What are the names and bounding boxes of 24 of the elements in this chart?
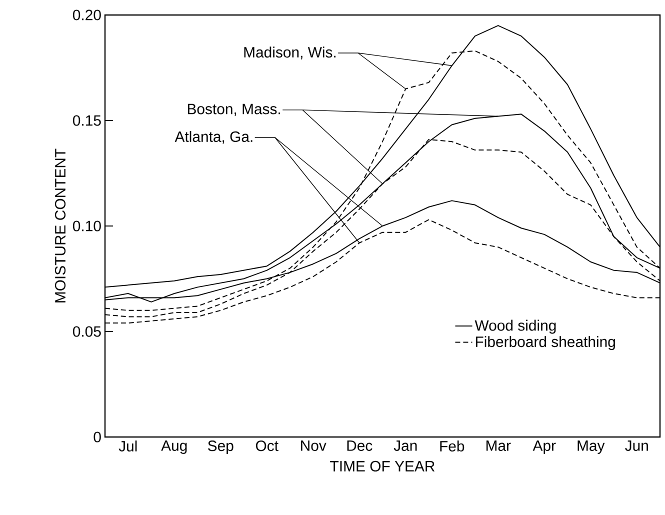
x-tick-label: Oct: [256, 440, 278, 452]
x-tick-label: Dec: [347, 440, 372, 451]
y-tick-label: 0.15: [72, 115, 101, 126]
x-tick-label: Mar: [486, 440, 511, 451]
x-tick-label: Feb: [440, 440, 464, 452]
x-tick-label: Aug: [161, 440, 187, 454]
y-axis-title: MOISTURE CONTENT: [54, 148, 66, 302]
x-tick-label: Nov: [301, 440, 326, 451]
annotation: Madison, Wis.: [244, 46, 336, 60]
x-tick-label: Apr: [532, 440, 556, 454]
y-tick-label: 0.20: [72, 10, 101, 20]
x-tick-label: May: [578, 440, 605, 454]
y-tick-label: 0: [94, 432, 101, 442]
x-tick-label: Jun: [625, 440, 648, 451]
x-tick-label: Jan: [394, 440, 417, 451]
x-tick-label: Jul: [118, 440, 137, 452]
legend-label: Fiberboard sheathing: [476, 336, 615, 350]
y-tick-label: 0.10: [72, 220, 101, 232]
annotation: Boston, Mass.: [188, 104, 280, 116]
legend-label: Wood siding: [474, 320, 556, 334]
x-axis-title: TIME OF YEAR: [330, 460, 435, 472]
annotation: Atlanta, Ga.: [174, 131, 252, 144]
x-tick-label: Sep: [208, 440, 234, 454]
y-tick-label: 0.05: [72, 326, 101, 337]
